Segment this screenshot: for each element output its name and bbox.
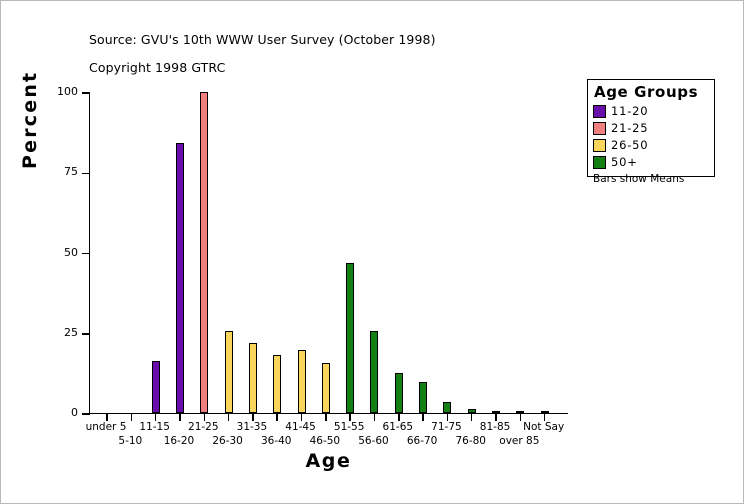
legend-item: 50+ — [593, 154, 709, 170]
x-axis-tick-label: 51-55 — [333, 421, 365, 433]
legend-item-label: 26-50 — [611, 138, 649, 152]
bar — [151, 360, 160, 413]
x-axis-tick-mark — [373, 413, 376, 421]
x-axis-tick-label: 56-60 — [358, 435, 389, 447]
legend-color-swatch — [593, 138, 606, 152]
x-axis-tick-mark — [179, 413, 181, 421]
x-axis-tick-mark — [470, 413, 473, 421]
x-axis-tick-mark — [130, 413, 133, 421]
y-axis-tick-mark — [82, 333, 90, 335]
x-axis-tick-label: 31-35 — [236, 421, 268, 433]
x-axis-tick-label: over 85 — [499, 435, 540, 447]
x-axis-tick-mark — [276, 413, 278, 421]
legend: Age Groups 11-20 21-25 26-50 50+ — [587, 79, 715, 177]
bar — [175, 143, 184, 413]
bar — [492, 411, 501, 413]
x-axis-tick-mark — [154, 413, 157, 421]
x-axis-tick-label: 41-45 — [285, 421, 316, 433]
x-axis-tick-label: 11-15 — [139, 421, 170, 433]
x-axis-tick-mark — [106, 413, 108, 421]
x-axis-tick-mark — [203, 413, 206, 421]
x-axis-tick-mark — [495, 413, 497, 421]
legend-rows: 11-20 21-25 26-50 50+ — [593, 103, 709, 170]
plot-area — [90, 92, 568, 413]
bar — [297, 350, 306, 413]
legend-note: Bars show Means — [593, 173, 685, 185]
copyright-caption: Copyright 1998 GTRC — [89, 60, 226, 75]
y-axis-tick-mark — [82, 92, 90, 94]
bar — [200, 92, 209, 413]
y-axis-tick-label: 50 — [64, 245, 78, 259]
legend-item: 21-25 — [593, 120, 709, 136]
y-axis-tick-mark — [82, 252, 90, 255]
x-axis-tick-label: 46-50 — [309, 435, 341, 447]
bar — [540, 411, 549, 413]
y-axis-tick-mark — [82, 413, 90, 415]
bar — [467, 408, 476, 413]
x-axis-tick-mark — [398, 413, 400, 421]
x-axis-tick-label: 16-20 — [163, 435, 195, 447]
x-axis-tick-mark — [349, 413, 351, 421]
plot-frame: 0 25 50 75 100 — [57, 85, 568, 421]
legend-item-label: 11-20 — [611, 104, 649, 118]
x-axis-tick-label: 71-75 — [431, 421, 462, 433]
x-axis-tick-mark — [252, 413, 254, 421]
legend-item: 26-50 — [593, 137, 709, 153]
x-axis-tick-label: 61-65 — [382, 421, 414, 433]
bar — [370, 331, 379, 413]
x-axis-tick-mark — [446, 413, 449, 421]
y-axis-tick-mark — [82, 172, 90, 174]
bar — [443, 401, 452, 413]
legend-item: 11-20 — [593, 103, 709, 119]
legend-item-label: 50+ — [611, 155, 638, 169]
x-axis-tick-label: 66-70 — [406, 435, 438, 447]
y-axis-tick-label: 75 — [64, 165, 78, 179]
legend-color-swatch — [593, 121, 606, 135]
y-axis-tick-label: 25 — [64, 325, 78, 339]
bar — [516, 411, 525, 413]
bar — [224, 331, 233, 413]
bar — [346, 263, 355, 413]
source-caption: Source: GVU's 10th WWW User Survey (Octo… — [89, 32, 436, 47]
x-axis-tick-label: 76-80 — [455, 435, 486, 447]
x-axis-tick-label: 21-25 — [188, 421, 219, 433]
x-axis-tick-label: 81-85 — [479, 421, 511, 433]
legend-title: Age Groups — [594, 83, 699, 101]
x-axis-tick-label: 36-40 — [260, 435, 292, 447]
x-axis-tick-mark — [325, 413, 327, 421]
y-axis-tick-label: 0 — [71, 406, 78, 419]
bar — [321, 362, 330, 413]
x-axis-tick-mark — [300, 413, 303, 421]
y-axis-title: Percent — [19, 70, 41, 169]
legend-item-label: 21-25 — [611, 121, 649, 135]
y-axis-tick-label: 100 — [57, 85, 78, 98]
x-axis-tick-label: under 5 — [85, 421, 127, 433]
legend-color-swatch — [593, 155, 606, 169]
bar — [273, 355, 282, 413]
bar — [419, 381, 428, 413]
x-axis-tick-label: Not Say — [523, 421, 565, 433]
x-axis-title: Age — [305, 450, 352, 472]
x-axis-tick-mark — [519, 413, 522, 421]
x-axis-tick-mark — [227, 413, 230, 421]
x-axis-tick-label: 26-30 — [212, 435, 243, 447]
x-axis-tick-mark — [543, 413, 546, 421]
x-axis-tick-mark — [422, 413, 424, 421]
x-axis-tick-label: 5-10 — [118, 435, 143, 447]
legend-color-swatch — [593, 104, 606, 118]
bar — [394, 372, 403, 413]
bar — [248, 343, 257, 413]
